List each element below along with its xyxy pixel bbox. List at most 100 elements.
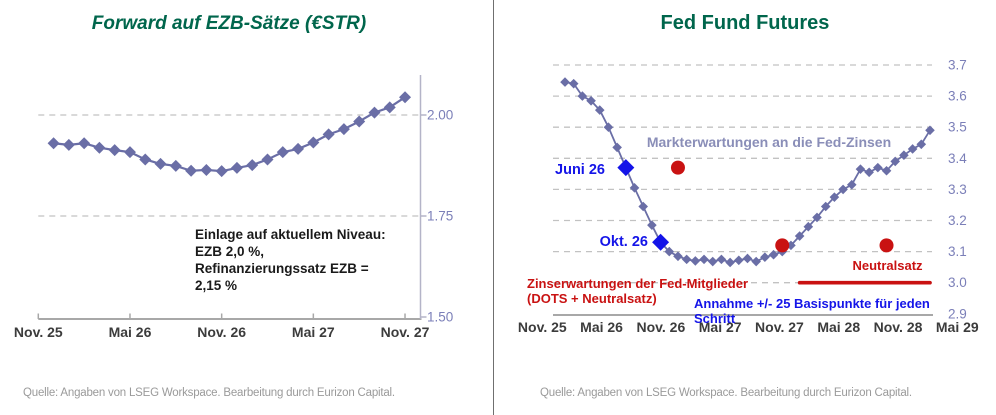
fed-series-point — [699, 254, 709, 265]
fed-market-expectations-label: Markterwartungen an die Fed-Zinsen — [646, 134, 892, 150]
ezb-annotation: Einlage auf aktuellem Niveau: EZB 2,0 %,… — [195, 226, 445, 294]
fed-series-point — [803, 221, 814, 232]
ezb-x-label: Mai 26 — [109, 324, 152, 340]
ezb-x-label: Nov. 27 — [381, 324, 430, 340]
fed-series-point — [647, 220, 657, 230]
fed-series-point — [568, 78, 579, 89]
ezb-series-point — [139, 153, 152, 166]
fed-neutral-rate-label: Neutralsatz — [852, 258, 923, 273]
fed-x-label: Mai 26 — [580, 319, 623, 335]
fed-series-point — [855, 164, 866, 174]
panel-divider — [493, 0, 494, 415]
fed-highlight-diamond — [617, 159, 635, 177]
fed-series-point — [760, 252, 770, 262]
fed-series-point — [907, 144, 918, 154]
ezb-x-label: Mai 27 — [292, 324, 335, 340]
fed-y-label: 3.6 — [948, 89, 967, 104]
fed-dot-point — [879, 238, 894, 253]
ezb-series-line — [53, 96, 406, 173]
fed-highlight-diamond — [652, 233, 670, 251]
ezb-series-point — [307, 136, 320, 149]
ezb-series-point — [230, 161, 243, 174]
fed-dot-point — [670, 160, 685, 175]
ezb-series-point — [108, 144, 121, 157]
fed-assumption-label: Annahme +/- 25 Basispunkte für jeden Sch… — [694, 296, 930, 326]
fed-highlight-label-okt-26: Okt. 26 — [599, 234, 648, 250]
ezb-y-label: 2.00 — [427, 108, 453, 123]
fed-x-label: Mai 28 — [817, 319, 860, 335]
fed-x-label: Mai 29 — [936, 319, 979, 335]
fed-y-label: 2.9 — [948, 306, 967, 321]
fed-series-point — [829, 192, 840, 202]
ezb-series-point — [78, 137, 91, 150]
fed-x-label: Mai 27 — [699, 319, 742, 335]
fed-series-point — [681, 254, 692, 265]
ezb-series-point — [200, 163, 213, 176]
fed-series-point — [690, 256, 701, 266]
fed-series-point — [864, 167, 874, 178]
fed-series-point — [846, 179, 857, 190]
fed-series-point — [838, 184, 848, 195]
fed-series-point — [794, 231, 805, 241]
fed-series-point — [612, 142, 622, 153]
fed-y-label: 3.4 — [948, 151, 967, 166]
fed-series-point — [716, 254, 727, 265]
ezb-series-point — [292, 142, 305, 155]
fed-series-point — [734, 255, 744, 266]
ezb-chart-title: Forward auf EZB-Sätze (€STR) — [91, 13, 367, 34]
ezb-series-point — [383, 101, 396, 114]
ezb-y-label: 1.50 — [427, 310, 453, 325]
ezb-x-label: Nov. 26 — [197, 324, 246, 340]
fed-series-point — [751, 256, 761, 267]
ezb-series-point — [169, 159, 182, 172]
fed-chart-title: Fed Fund Futures — [660, 12, 830, 34]
fed-highlight-label-juni-26: Juni 26 — [555, 162, 605, 178]
ezb-series-point — [322, 128, 335, 141]
ezb-series-point — [93, 141, 106, 154]
fed-series-point — [916, 139, 927, 150]
fed-series-point — [664, 246, 675, 257]
ezb-series-point — [123, 146, 136, 159]
ezb-series-point — [261, 153, 274, 166]
ezb-series-point — [276, 146, 289, 159]
fed-series-point — [820, 201, 831, 212]
fed-x-label: Nov. 27 — [755, 319, 804, 335]
fed-series-point — [603, 122, 614, 132]
fed-series-point — [742, 253, 753, 264]
fed-dot-point — [775, 238, 790, 253]
ezb-series-point — [246, 159, 259, 172]
fed-series-point — [812, 212, 822, 223]
fed-series-point — [899, 150, 909, 160]
ezb-annotation-line-2: EZB 2,0 %, — [195, 244, 265, 259]
fed-series-point — [629, 183, 640, 193]
fed-series-point — [594, 105, 605, 115]
fed-y-label: 3.1 — [948, 244, 967, 259]
ezb-series-point — [62, 138, 75, 151]
fed-series-point — [577, 91, 588, 101]
fed-series-point — [560, 77, 570, 87]
fed-dots-label-line-1: Zinserwartungen der Fed-Mitglieder — [527, 276, 749, 291]
fed-series-point — [890, 156, 901, 167]
fed-series-point — [873, 162, 883, 173]
fed-series-point — [673, 251, 683, 262]
ezb-annotation-line-1: Einlage auf aktuellem Niveau: — [195, 227, 386, 242]
ezb-series-point — [337, 123, 350, 136]
fed-x-label: Nov. 28 — [874, 319, 923, 335]
fed-x-label: Nov. 26 — [636, 319, 685, 335]
ezb-annotation-line-3: Refinanzierungssatz EZB = — [195, 261, 369, 276]
ezb-source-note: Quelle: Angaben von LSEG Workspace. Bear… — [23, 387, 395, 399]
fed-series-point — [768, 249, 779, 260]
fed-source-note: Quelle: Angaben von LSEG Workspace. Bear… — [540, 387, 912, 399]
ezb-series-point — [353, 115, 366, 128]
fed-dots-label-line-2: (DOTS + Neutralsatz) — [527, 291, 657, 306]
ezb-y-label: 1.75 — [427, 209, 453, 224]
fed-series-point — [586, 95, 596, 106]
fed-chart: 3.7 3.6 3.5 3.4 3.3 3.2 3.1 3.0 2.9 Nov. 25 Mai 26… — [518, 58, 979, 336]
fed-x-label: Nov. 25 — [518, 319, 567, 335]
fed-series-point — [881, 165, 892, 176]
fed-series-point — [725, 257, 735, 268]
ezb-series-point — [185, 164, 198, 177]
ezb-annotation-line-4: 2,15 % — [195, 278, 238, 293]
ezb-series-point — [47, 137, 60, 150]
